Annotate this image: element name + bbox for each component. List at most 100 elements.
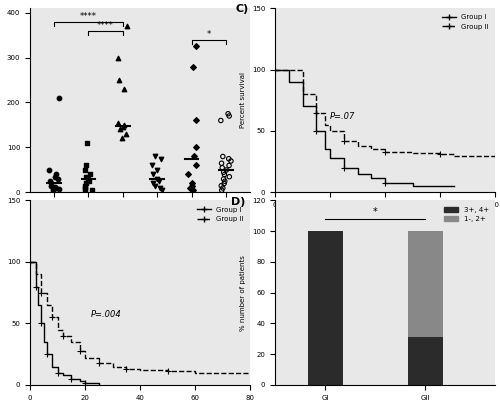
Text: *: * [372, 207, 378, 217]
Text: GII: GII [186, 227, 198, 237]
Group I [322, 147, 328, 152]
Point [148, 162, 156, 169]
X-axis label: Time (weeks): Time (weeks) [116, 214, 164, 220]
Point [224, 111, 232, 117]
Line: Group II: Group II [30, 262, 250, 373]
Point [158, 156, 166, 162]
Group I [76, 379, 82, 384]
Group II [327, 129, 333, 134]
Y-axis label: % CD11b upregulation on neutrophils: % CD11b upregulation on neutrophils [0, 34, 1, 166]
Group I [38, 321, 44, 326]
Point [52, 171, 60, 178]
Group I [341, 166, 347, 170]
Group II [38, 290, 44, 295]
Group II [451, 153, 457, 158]
Point [158, 187, 166, 193]
Group II [410, 151, 416, 156]
Point [45, 167, 53, 173]
Group I [313, 129, 320, 134]
Point [221, 178, 229, 184]
Y-axis label: Percent survival: Percent survival [240, 72, 246, 128]
Group II [382, 150, 388, 154]
Text: D): D) [231, 197, 246, 207]
Point [82, 174, 90, 180]
Point [188, 180, 196, 187]
Point [120, 122, 128, 128]
Point [80, 167, 88, 173]
Group I [41, 340, 47, 344]
Group I [54, 370, 60, 375]
Point [222, 167, 230, 173]
Point [83, 140, 91, 146]
Group II [247, 370, 253, 375]
Point [149, 180, 157, 187]
Group I [368, 175, 374, 180]
Point [81, 182, 89, 189]
Point [116, 126, 124, 133]
Point [192, 117, 200, 124]
Point [114, 54, 122, 61]
Point [156, 185, 164, 191]
Point [81, 185, 89, 191]
Point [84, 176, 92, 182]
Point [151, 182, 159, 189]
Point [118, 135, 126, 142]
Group I [96, 383, 102, 387]
Point [51, 184, 59, 190]
Group II [137, 368, 143, 373]
Group II [82, 356, 88, 360]
Group I [49, 364, 55, 369]
Point [82, 162, 90, 169]
Point [46, 180, 54, 187]
Point [220, 169, 228, 176]
Legend: 3+, 4+, 1-, 2+: 3+, 4+, 1-, 2+ [442, 204, 492, 225]
Text: C): C) [236, 4, 248, 14]
Group II [192, 370, 198, 375]
Group II [322, 122, 328, 127]
Y-axis label: Percent survival: Percent survival [0, 265, 1, 321]
Group II [54, 327, 60, 332]
Point [218, 187, 226, 193]
Legend: Group I, Group II: Group I, Group II [439, 12, 492, 32]
Group I [286, 79, 292, 84]
Group II [44, 303, 50, 308]
Text: GI: GI [84, 227, 93, 237]
Point [226, 174, 234, 180]
Group II [96, 360, 102, 365]
Point [49, 187, 57, 193]
Point [217, 182, 225, 189]
Legend: Group I, Group II: Group I, Group II [194, 204, 246, 225]
Point [184, 171, 192, 178]
Point [192, 162, 200, 169]
Text: ****: **** [80, 12, 97, 20]
Point [84, 178, 92, 184]
Group I [82, 380, 88, 385]
Point [218, 164, 226, 171]
Point [150, 171, 158, 178]
Group I [451, 184, 457, 189]
Point [189, 187, 197, 193]
Group II [286, 67, 292, 72]
Point [219, 185, 227, 191]
Line: Group I: Group I [30, 262, 99, 385]
Group II [368, 147, 374, 152]
Point [220, 171, 228, 178]
Group II [32, 272, 38, 277]
Point [122, 131, 130, 137]
X-axis label: OS: OS [380, 214, 390, 220]
Group II [110, 364, 116, 369]
Point [86, 171, 94, 178]
Group I [32, 284, 38, 289]
Group II [123, 367, 129, 371]
Group II [354, 143, 360, 148]
Point [46, 182, 54, 189]
Point [190, 153, 198, 160]
Point [119, 124, 127, 130]
Bar [408, 231, 442, 337]
Group I [382, 180, 388, 185]
Group II [76, 348, 82, 353]
Point [225, 113, 233, 119]
Group I [272, 67, 278, 72]
Point [55, 95, 63, 101]
Point [46, 178, 54, 184]
